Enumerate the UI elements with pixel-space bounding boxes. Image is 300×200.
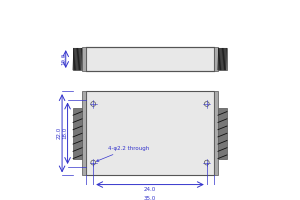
- FancyBboxPatch shape: [86, 47, 214, 71]
- FancyBboxPatch shape: [73, 108, 82, 159]
- FancyBboxPatch shape: [218, 48, 227, 70]
- FancyBboxPatch shape: [214, 91, 218, 175]
- Text: 4-φ2.2 through: 4-φ2.2 through: [97, 146, 149, 161]
- Text: 35.0: 35.0: [144, 196, 156, 200]
- FancyBboxPatch shape: [82, 91, 86, 175]
- Text: 10.0: 10.0: [61, 53, 66, 65]
- FancyBboxPatch shape: [73, 48, 82, 70]
- FancyBboxPatch shape: [86, 91, 214, 175]
- Text: 18.0: 18.0: [62, 127, 67, 139]
- FancyBboxPatch shape: [82, 47, 86, 71]
- Text: 22.0: 22.0: [57, 127, 62, 139]
- FancyBboxPatch shape: [214, 47, 218, 71]
- Text: 24.0: 24.0: [144, 187, 156, 192]
- FancyBboxPatch shape: [218, 108, 227, 159]
